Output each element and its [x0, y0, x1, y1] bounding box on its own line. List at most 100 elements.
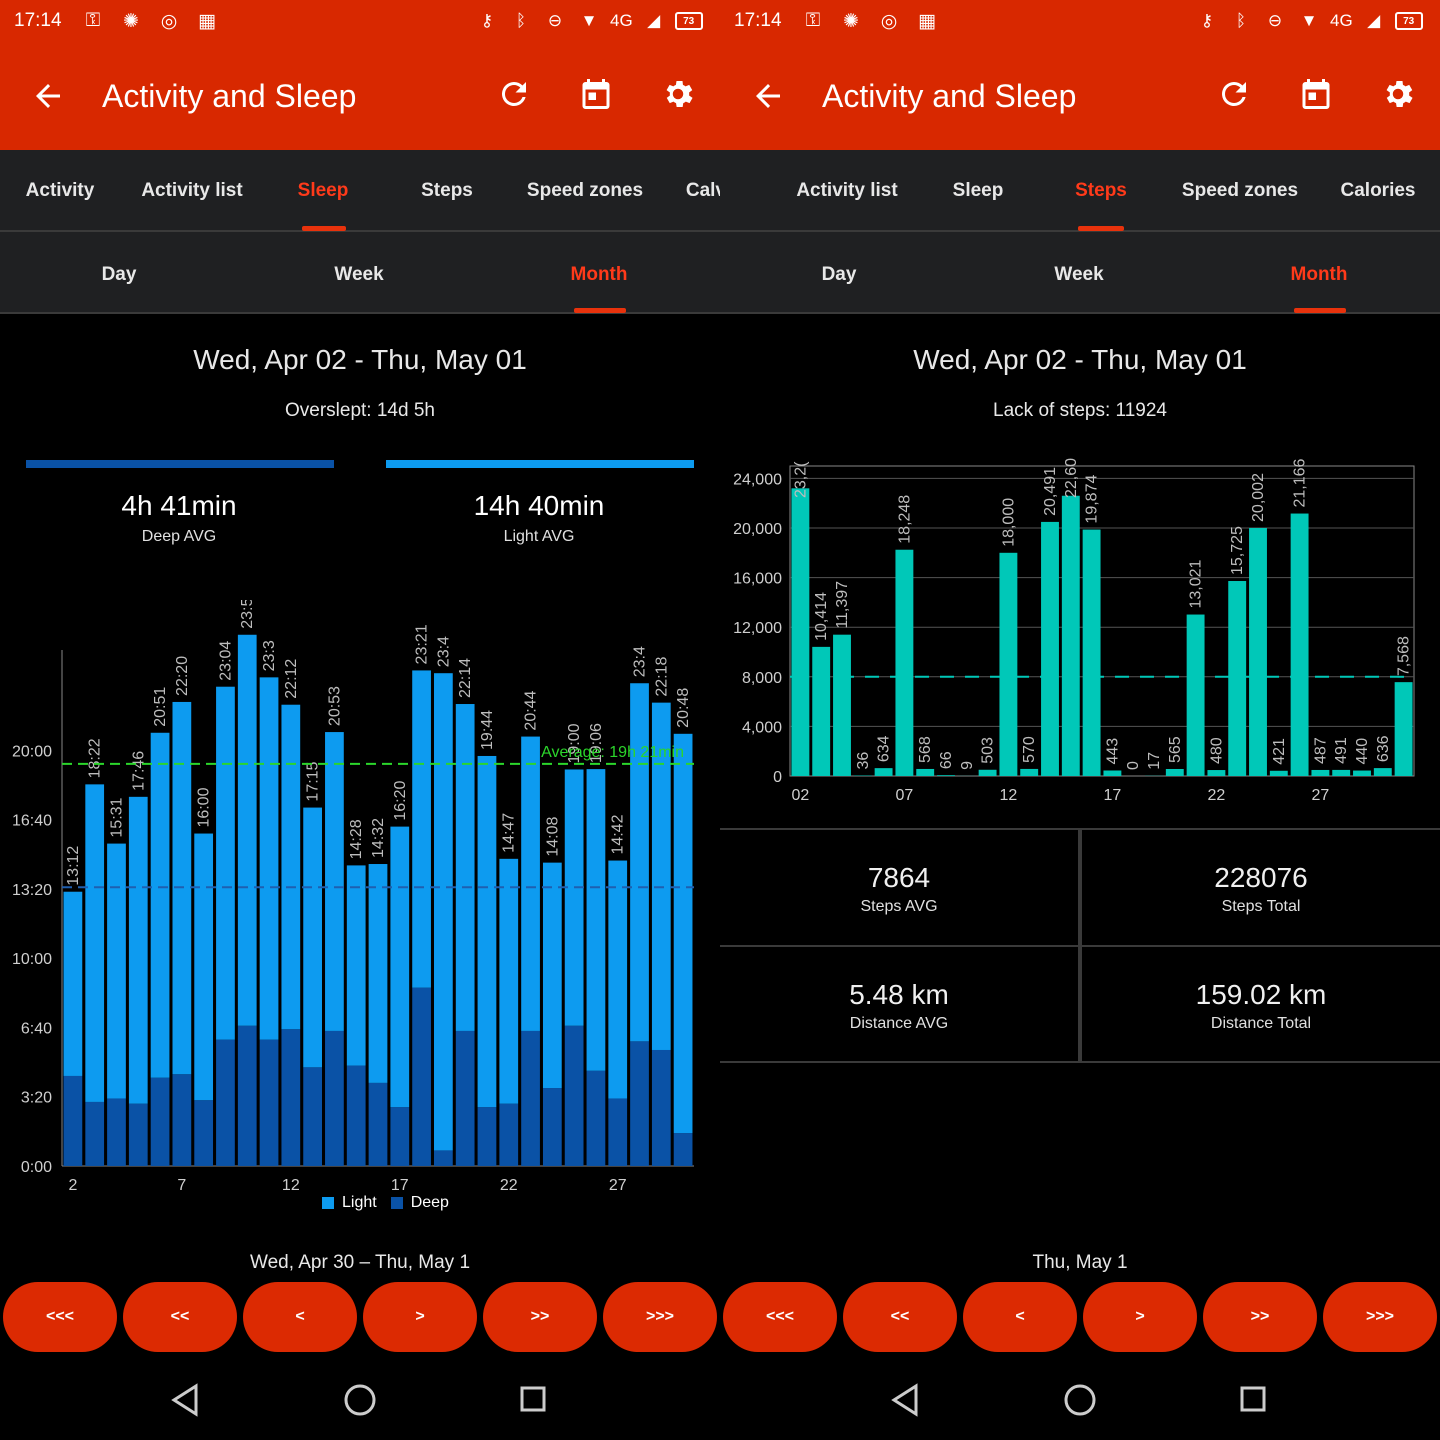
light-sleep-bar — [128, 796, 148, 1104]
light-sleep-bar — [564, 769, 584, 1026]
light-sleep-bar — [368, 864, 388, 1083]
nav-back-far-button[interactable]: <<< — [3, 1282, 117, 1352]
back-arrow-icon[interactable] — [750, 78, 786, 114]
bar-value-label: 440 — [1354, 738, 1371, 765]
bar-value-label: 17:46 — [130, 751, 147, 791]
light-sleep-bar — [630, 683, 649, 1042]
stat-distance-avg: 5.48 km Distance AVG — [720, 945, 1078, 1061]
calendar-icon[interactable] — [578, 74, 614, 114]
active-tab-indicator — [302, 226, 346, 231]
steps-bar — [874, 768, 893, 776]
tab-speed-zones[interactable]: Speed zones — [1181, 180, 1299, 201]
nav-forward-far-button[interactable]: >>> — [603, 1282, 717, 1352]
system-home-icon[interactable] — [344, 1384, 376, 1416]
nav-forward-more-button[interactable]: >> — [483, 1282, 597, 1352]
tab-sleep[interactable]: Sleep — [952, 180, 1004, 201]
active-tab-indicator — [1078, 226, 1124, 231]
app-title: Activity and Sleep — [102, 78, 357, 114]
bar-value-label: 36 — [855, 752, 872, 770]
tab-calories[interactable]: Calories — [1340, 180, 1416, 201]
steps-bar — [1332, 769, 1351, 776]
nav-back-more-button[interactable]: << — [123, 1282, 237, 1352]
y-tick-label: 20:00 — [12, 743, 52, 760]
steps-bar — [978, 769, 997, 776]
stat-label: Distance AVG — [849, 1015, 949, 1032]
settings-gear-icon[interactable] — [1380, 74, 1416, 114]
tab-week[interactable]: Week — [334, 264, 384, 285]
nav-forward-far-button[interactable]: >>> — [1323, 1282, 1437, 1352]
steps-chart: 0 4,000 8,000 12,000 16,000 20,000 24,000 23,2(… — [733, 458, 1415, 804]
back-arrow-icon[interactable] — [30, 78, 66, 114]
tab-activity[interactable]: Activity — [25, 180, 95, 201]
bar-value-label: 15:31 — [108, 797, 125, 837]
bar-value-label: 20:51 — [152, 687, 169, 727]
wifi-icon: ▼ — [580, 11, 598, 30]
bluetooth-icon: ᛒ — [1235, 11, 1247, 30]
system-recents-icon[interactable] — [1240, 1386, 1266, 1412]
tab-day[interactable]: Day — [821, 264, 857, 285]
status-bar: 17:14 ⚿ ✺ ◎ ▦ ⚷ ᛒ ⊖ ▼ 4G ◢ 73 — [720, 0, 1440, 42]
main-tabs: Activity list Sleep Steps Speed zones Ca… — [720, 150, 1440, 232]
bar-value-label: 11,397 — [834, 581, 851, 629]
light-sleep-bar — [390, 826, 410, 1108]
tab-day[interactable]: Day — [101, 264, 137, 285]
bar-value-label: 23:3 — [261, 640, 278, 671]
sleep-panel: 17:14 ⚿ ✺ ◎ ▦ ⚷ ᛒ ⊖ ▼ 4G ◢ 73 Activity a… — [0, 0, 720, 1417]
nav-back-button[interactable]: < — [963, 1282, 1077, 1352]
deep-color-bar — [26, 460, 334, 468]
steps-bar — [1373, 768, 1392, 776]
refresh-icon[interactable] — [1216, 74, 1252, 114]
settings-gear-icon[interactable] — [660, 74, 696, 114]
light-sleep-bar — [586, 769, 606, 1071]
steps-bar — [1103, 770, 1122, 776]
system-back-icon[interactable] — [891, 1383, 918, 1417]
deep-sleep-bar — [499, 1103, 519, 1166]
tab-month[interactable]: Month — [1290, 264, 1348, 285]
tab-activity-list[interactable]: Activity list — [796, 180, 898, 201]
system-home-icon[interactable] — [1064, 1384, 1096, 1416]
nav-forward-more-button[interactable]: >> — [1203, 1282, 1317, 1352]
tab-month[interactable]: Month — [570, 264, 628, 285]
system-back-icon[interactable] — [171, 1383, 198, 1417]
tab-steps[interactable]: Steps — [1075, 180, 1127, 201]
deep-sleep-bar — [63, 1075, 83, 1166]
light-sleep-bar — [325, 732, 344, 1031]
nav-back-more-button[interactable]: << — [843, 1282, 957, 1352]
bar-value-label: 443 — [1104, 738, 1121, 765]
date-nav-buttons: <<< << < > >> >>> — [723, 1282, 1437, 1352]
steps-bar — [999, 552, 1018, 776]
steps-bar — [1249, 527, 1267, 776]
x-tick-label: 07 — [896, 787, 914, 804]
deep-sleep-bar — [216, 1039, 235, 1166]
nav-back-button[interactable]: < — [243, 1282, 357, 1352]
bar-value-label: 22:18 — [653, 656, 670, 696]
deep-sleep-bar — [346, 1065, 366, 1166]
deep-sleep-bar — [630, 1041, 649, 1166]
bar-value-label: 18:22 — [87, 738, 104, 778]
tab-steps[interactable]: Steps — [421, 180, 473, 201]
tab-week[interactable]: Week — [1054, 264, 1104, 285]
bar-value-label: 17 — [1146, 752, 1163, 770]
steps-bar — [1165, 768, 1184, 776]
network-type: 4G — [610, 11, 633, 30]
steps-bar — [1061, 495, 1080, 776]
tab-speed-zones[interactable]: Speed zones — [526, 180, 644, 201]
tab-calories[interactable]: Calvity — [685, 180, 720, 201]
x-tick-label: 7 — [177, 1177, 186, 1194]
refresh-icon[interactable] — [496, 74, 532, 114]
bluetooth-icon: ᛒ — [515, 11, 527, 30]
system-recents-icon[interactable] — [520, 1386, 546, 1412]
tab-sleep[interactable]: Sleep — [297, 180, 349, 201]
nav-forward-button[interactable]: > — [363, 1282, 477, 1352]
active-subtab-indicator — [574, 308, 626, 313]
steps-bar — [1311, 769, 1330, 776]
overslept-text: Overslept: 14d 5h — [285, 400, 435, 421]
light-sleep-bar — [608, 860, 628, 1099]
nav-forward-button[interactable]: > — [1083, 1282, 1197, 1352]
bar-value-label: 568 — [917, 736, 934, 763]
nav-back-far-button[interactable]: <<< — [723, 1282, 837, 1352]
period-tabs: Day Week Month — [0, 232, 720, 314]
deep-sleep-bar — [542, 1088, 562, 1166]
tab-activity-list[interactable]: Activity list — [141, 180, 243, 201]
calendar-icon[interactable] — [1298, 74, 1334, 114]
